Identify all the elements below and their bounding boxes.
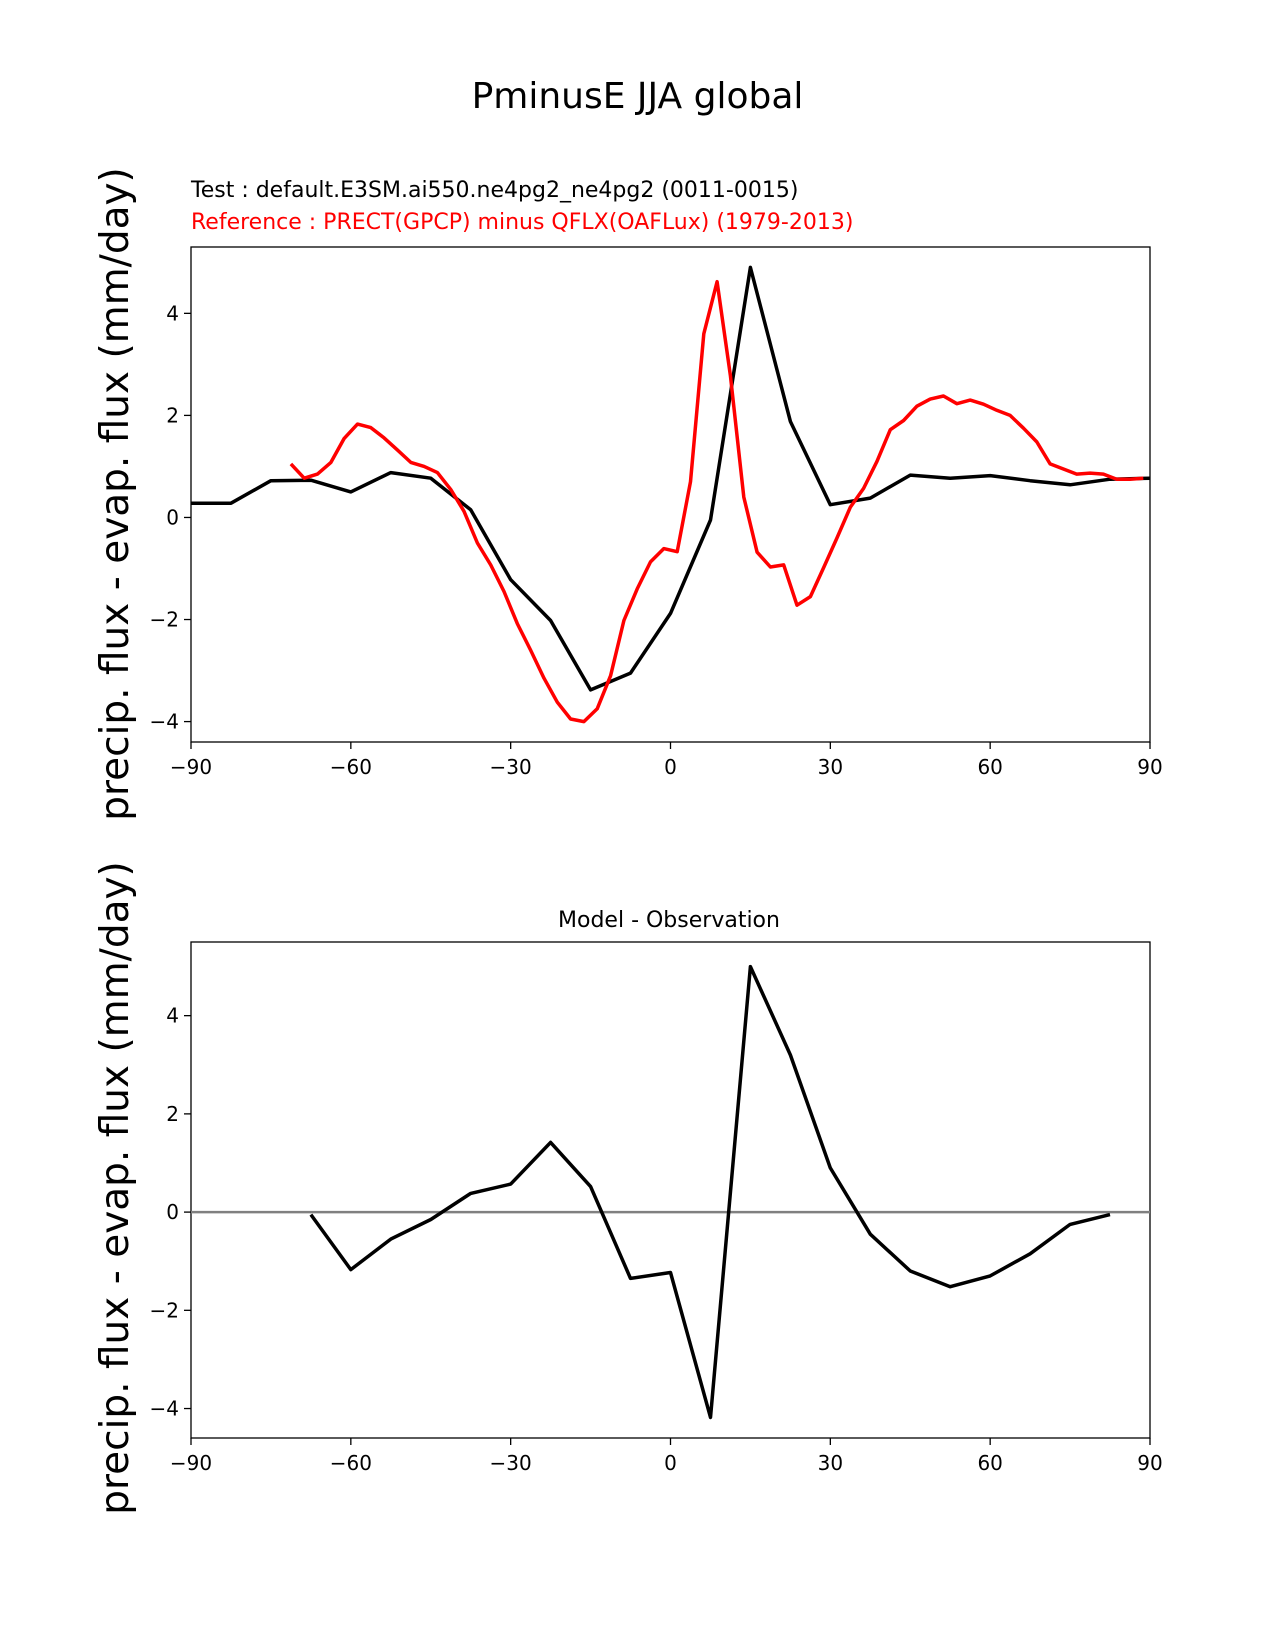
reference-label: Reference : PRECT(GPCP) minus QFLX(OAFLu…	[191, 210, 853, 235]
x-tick-label: −30	[490, 1451, 532, 1475]
x-tick-label: 60	[977, 755, 1002, 779]
figure-title: PminusE JJA global	[472, 76, 804, 117]
reference-line	[289, 279, 1144, 724]
x-tick-label: 90	[1137, 755, 1162, 779]
x-tick-label: 90	[1137, 1451, 1162, 1475]
diff-panel-title: Model - Observation	[558, 908, 780, 933]
x-tick-label: −30	[490, 755, 532, 779]
x-tick-label: −90	[170, 755, 212, 779]
x-tick-label: 0	[664, 755, 677, 779]
top-panel: −90 −60 −30 0 30 60 90 −4 −2 0 2 4	[150, 246, 1163, 779]
y-tick-label: 4	[166, 1004, 179, 1028]
plot-frame	[190, 941, 1151, 1439]
x-tick-label: 30	[818, 1451, 843, 1475]
y-tick-label: −2	[150, 608, 179, 632]
y-tick-label: −4	[150, 710, 179, 734]
y-tick-label: 2	[166, 1102, 179, 1126]
y-tick-label: −4	[150, 1397, 179, 1421]
y-axis-label-bottom: precip. flux - evap. flux (mm/day)	[93, 861, 138, 1515]
x-tick-label: −60	[330, 755, 372, 779]
y-tick-label: 0	[166, 1200, 179, 1224]
y-tick-label: −2	[150, 1298, 179, 1322]
x-tick-label: 0	[664, 1451, 677, 1475]
plot-frame	[190, 246, 1151, 743]
x-tick-label: −90	[170, 1451, 212, 1475]
test-line	[191, 265, 1151, 692]
model-observation-line	[309, 964, 1111, 1420]
x-tick-label: 30	[818, 755, 843, 779]
y-tick-label: 0	[166, 505, 179, 529]
y-tick-label: 2	[166, 403, 179, 427]
y-tick-label: 4	[166, 301, 179, 325]
test-label: Test : default.E3SM.ai550.ne4pg2_ne4pg2 …	[190, 178, 798, 203]
y-axis-label-top: precip. flux - evap. flux (mm/day)	[93, 167, 138, 821]
x-tick-label: 60	[977, 1451, 1002, 1475]
bottom-panel: −90 −60 −30 0 30 60 90 −4 −2 0 2 4	[150, 941, 1163, 1475]
x-tick-label: −60	[330, 1451, 372, 1475]
